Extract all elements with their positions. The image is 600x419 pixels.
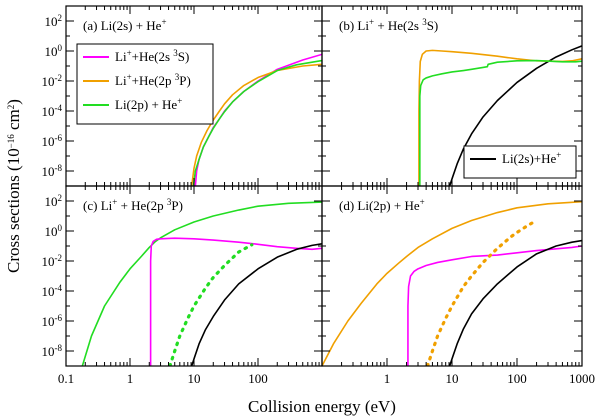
legend-entry-1: Li++He(2s 3S) (115, 48, 189, 64)
x-tick-label: 100 (248, 371, 268, 386)
x-tick-label: 1 (384, 371, 391, 386)
x-tick-label: 10 (446, 371, 459, 386)
legend-box (463, 145, 577, 179)
panel-b-legend: Li(2s)+He+ (463, 145, 577, 179)
panel-d-series (322, 200, 582, 366)
x-axis-label: Collision energy (eV) (248, 397, 396, 416)
legend-entry-3: Li(2p) + He+ (115, 96, 182, 112)
panel-d-series-1 (322, 200, 582, 366)
panel-c-frame (65, 185, 323, 367)
x-tick-label: 1000 (569, 371, 595, 386)
x-tick-label: 0.1 (58, 371, 74, 386)
legend-entry-2: Li++He(2p 3P) (115, 72, 191, 88)
panel-a-series (190, 53, 322, 186)
y-tick-label: 10-4 (42, 283, 63, 299)
frame-layer (65, 5, 583, 367)
x-tick-label: 100 (507, 371, 527, 386)
panel-d-ticks (321, 185, 583, 366)
panel-d-series-4 (448, 239, 582, 366)
panel-c-series-4 (190, 243, 322, 366)
panel-c-title: (c) Li+ + He(2p 3P) (83, 197, 183, 213)
panel-c-ticks (65, 185, 323, 366)
y-tick-label: 10-6 (42, 133, 63, 149)
legend-entry-1: Li(2s)+He+ (502, 150, 561, 166)
panel-a-title: (a) Li(2s) + He+ (83, 17, 167, 33)
x-tick-label: 10 (188, 371, 201, 386)
y-tick-label: 10-2 (42, 253, 63, 269)
panel-d-frame (321, 185, 583, 367)
y-tick-label: 10-2 (42, 73, 63, 89)
y-tick-label: 10-8 (42, 343, 63, 359)
panel-c-series (81, 201, 322, 366)
panel-a-legend: Li++He(2s 3S) Li++He(2p 3P) Li(2p) + He+ (76, 43, 214, 125)
panel-c-series-3 (168, 243, 254, 366)
panel-b-title: (b) Li+ + He(2s 3S) (339, 17, 438, 33)
panel-b-ticks (321, 5, 583, 186)
panel-d-title: (d) Li(2p) + He+ (339, 197, 425, 213)
y-tick-label: 10-4 (42, 103, 63, 119)
panel-b-series-3 (419, 59, 582, 186)
y-tick-label: 102 (45, 13, 63, 29)
panel-b-series (418, 45, 582, 186)
y-tick-label: 102 (45, 193, 63, 209)
series-layer (81, 45, 582, 366)
panel-a-series-3 (192, 59, 322, 186)
y-tick-label: 10-8 (42, 163, 63, 179)
y-axis-label: Cross sections (10−16 cm2) (4, 99, 23, 273)
panel-b-series-1 (448, 45, 582, 186)
panel-c-series-2 (149, 237, 322, 366)
panel-d-series-3 (425, 218, 539, 366)
y-tick-label: 100 (45, 223, 63, 239)
panel-c-series-1 (81, 201, 322, 366)
y-tick-label: 100 (45, 43, 63, 59)
y-tick-label: 10-6 (42, 313, 63, 329)
panel-d-series-2 (407, 245, 582, 366)
panel-a-series-1 (194, 53, 322, 186)
text-layer: (a) Li(2s) + He+ Li++He(2s 3S) Li++He(2p 3… (4, 13, 595, 416)
x-tick-label: 1 (127, 371, 134, 386)
